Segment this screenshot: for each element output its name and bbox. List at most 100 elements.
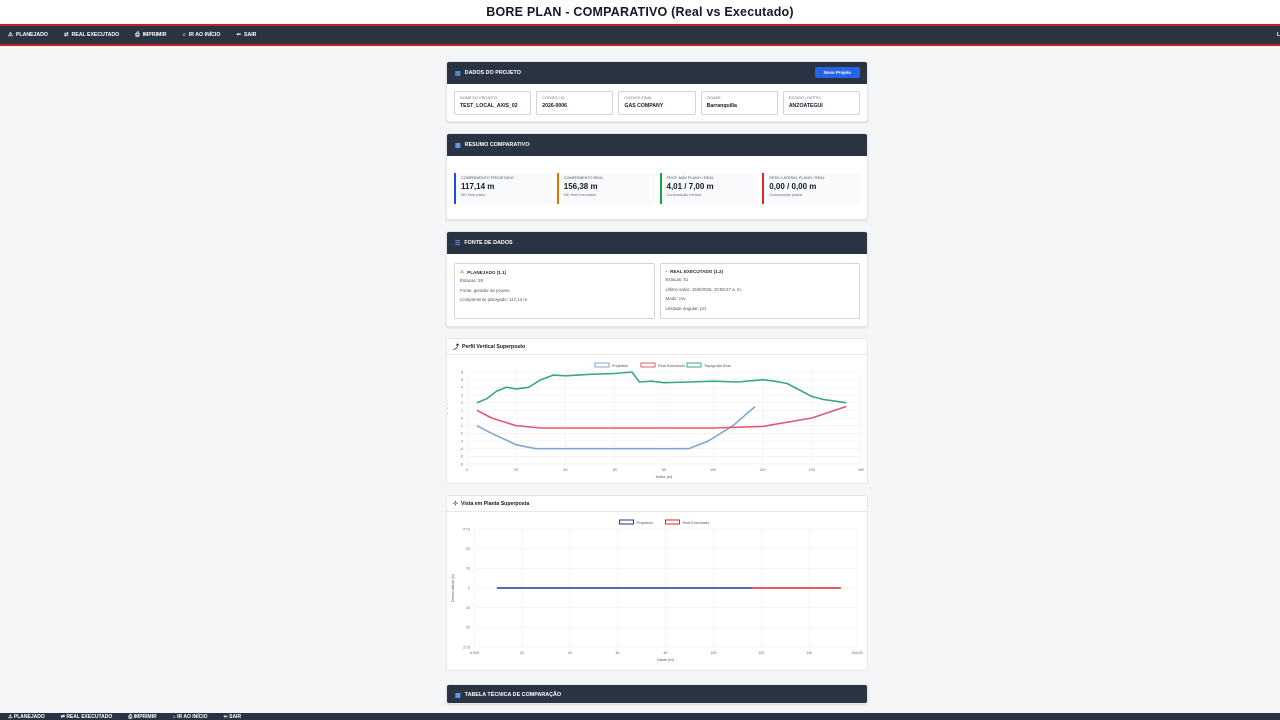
warning-icon: ⚠ — [460, 269, 465, 274]
bottom-nav-real-executado[interactable]: ⇄ REAL EXECUTADO — [61, 713, 113, 720]
nav-label: IMPRIMIR — [142, 32, 167, 38]
nav-imprimir[interactable]: ⎙ IMPRIMIR — [135, 32, 166, 39]
summary-sub: MD final executado — [563, 193, 597, 197]
y-tick-label: 3 — [461, 393, 463, 397]
x-tick-label: 20 — [514, 468, 518, 472]
legend-swatch — [665, 519, 680, 525]
nav-label: PLANEJADO — [13, 714, 45, 720]
x-tick-label: 80 — [662, 468, 666, 472]
plan-view-title: Vista em Planta Superposta — [461, 500, 530, 507]
project-card-title: DADOS DO PROJETO — [464, 70, 521, 76]
bottom-nav-imprimir[interactable]: ⎙ IMPRIMIR — [128, 713, 156, 720]
swap-icon: ⇄ — [63, 32, 69, 38]
summary-label: COMPRIMENTO PROJETADO — [461, 176, 514, 180]
nav-label: IR AO INÍCIO — [188, 32, 221, 38]
nav-sair[interactable]: ⇐ SAIR — [236, 32, 256, 38]
print-icon: ⎙ — [128, 714, 133, 720]
sources-card-title: FONTE DE DADOS — [464, 240, 513, 246]
logout-icon: ⇐ — [236, 32, 241, 38]
x-tick-label: 60 — [613, 468, 617, 472]
field-label: CLIENTE FINAL — [624, 96, 653, 100]
y-tick-label: 20 — [466, 547, 470, 551]
x-tick-label: 120 — [760, 468, 766, 472]
field-value: Barranquilla — [706, 103, 737, 109]
bottom-nav-planejado[interactable]: ⚠ PLANEJADO — [8, 713, 45, 720]
field-label: CIDADE — [706, 96, 721, 100]
y-tick-label: 1 — [461, 409, 463, 413]
diagram-icon: ⊹ — [453, 501, 459, 507]
legend-swatch — [619, 519, 634, 525]
summary-label: DESV. LATERAL PLANO / REAL — [769, 176, 825, 180]
x-tick-label: 40 — [564, 468, 568, 472]
field-value: ANZOATEGUI — [788, 103, 823, 109]
y-tick-label: 4 — [461, 386, 463, 390]
legend-label: Projetado — [612, 364, 628, 368]
x-tick-label: 100 — [710, 651, 716, 655]
series-line — [476, 371, 847, 404]
x-tick-label: 163,05 — [852, 651, 863, 655]
nav-label: IR AO INÍCIO — [177, 714, 208, 720]
vertical-profile-header: ⤴ Perfil Vertical Superposto — [447, 339, 867, 355]
nav-planejado[interactable]: ⚠ PLANEJADO — [8, 32, 48, 38]
y-tick-label: 0 — [468, 586, 470, 590]
new-project-button[interactable]: Novo Projeto — [814, 67, 860, 78]
summary-sub: Comparação planar — [769, 193, 803, 197]
y-tick-label: -1 — [460, 424, 463, 428]
chart-bar-icon: ▦ — [455, 142, 461, 149]
bottom-nav-ir-ao-inicio[interactable]: ⌂ IR AO INÍCIO — [173, 713, 208, 720]
nav-label: PLANEJADO — [15, 32, 48, 38]
bottom-nav-sair[interactable]: ⇐ SAIR — [224, 713, 242, 720]
summary-card: ▦ RESUMO COMPARATIVO COMPRIMENTO PROJETA… — [446, 133, 868, 220]
x-tick-label: 140 — [809, 468, 815, 472]
source-title: PLANEJADO (1.1) — [467, 269, 507, 275]
summary-card-header: ▦ RESUMO COMPARATIVO — [447, 134, 867, 156]
legend-label: Projetado — [637, 521, 653, 525]
nav-ir-ao-inicio[interactable]: ⌂ IR AO INÍCIO — [183, 32, 221, 38]
summary-box-projected-length: COMPRIMENTO PROJETADO 117,14 m MD final pl… — [454, 173, 552, 204]
x-axis-title: Haste (m) — [656, 475, 673, 479]
source-line: Estacas: 51 — [665, 277, 689, 282]
summary-box-real-length: COMPRIMENTO REAL 156,38 m MD final executa… — [556, 173, 655, 204]
legend-swatch — [640, 362, 656, 368]
series-line — [476, 405, 756, 450]
x-tick-label: 40 — [568, 651, 572, 655]
nav-real-executado[interactable]: ⇄ REAL EXECUTADO — [64, 32, 119, 38]
x-tick-label: 140 — [806, 651, 812, 655]
sources-card: ☰ FONTE DE DADOS ⚠ PLANEJADO (1.1) Estaca… — [446, 231, 868, 327]
source-real: ▪ REAL EXECUTADO (1.2) Estacas: 51 Último… — [659, 263, 860, 319]
summary-box-lateral-deviation: DESV. LATERAL PLANO / REAL 0,00 / 0,00 m C… — [762, 173, 860, 204]
vertical-profile-title: Perfil Vertical Superposto — [462, 343, 526, 350]
source-line: Unidade angular: pct — [665, 305, 707, 311]
home-icon: ⌂ — [172, 714, 176, 720]
source-line: Comprimento planejado: 117,14 m — [460, 297, 528, 302]
summary-value: 4,01 / 7,00 m — [666, 182, 714, 191]
y-tick-label: -5 — [460, 455, 463, 459]
summary-label: COMPRIMENTO REAL — [563, 176, 604, 180]
source-planned: ⚠ PLANEJADO (1.1) Estacas: 39 Fonte: gera… — [454, 263, 655, 319]
source-line: Modo: csv — [665, 296, 686, 301]
field-value: GAS COMPANY — [624, 103, 664, 109]
plan-view-card: ⊹ Vista em Planta Superposta Projetado Re… — [446, 495, 868, 671]
source-line: Estacas: 39 — [460, 278, 483, 283]
x-tick-label: 120 — [758, 651, 764, 655]
field-code: CÓDIGO / ID 2026-0006 — [536, 91, 614, 115]
field-client: CLIENTE FINAL GAS COMPANY — [618, 91, 696, 115]
folder-icon: ▤ — [455, 70, 461, 77]
table-icon: ▦ — [455, 692, 461, 699]
legend-label: Topografia Real — [704, 364, 731, 368]
plan-view-chart: Projetado Real Executado27,820100102027,8… — [451, 519, 863, 662]
main-content: ▤ DADOS DO PROJETO Novo Projeto NOME DO … — [444, 61, 868, 682]
summary-value: 0,00 / 0,00 m — [769, 182, 817, 191]
field-label: CÓDIGO / ID — [542, 96, 565, 100]
nav-label: REAL EXECUTADO — [66, 714, 113, 720]
folder-icon: ▪ — [665, 269, 668, 274]
nav-label: REAL EXECUTADO — [71, 32, 120, 38]
home-icon: ⌂ — [182, 32, 186, 38]
title-bar: BORE PLAN - COMPARATIVO (Real vs Executa… — [0, 0, 1280, 26]
summary-sub: Comparação vertical — [666, 193, 702, 197]
warning-icon: ⚠ — [8, 714, 13, 720]
x-tick-label: 80 — [664, 651, 668, 655]
y-tick-label: 27,8 — [463, 527, 470, 531]
legend-label: Real Executado — [658, 364, 685, 368]
tech-table-title: TABELA TÉCNICA DE COMPARAÇÃO — [464, 692, 562, 698]
